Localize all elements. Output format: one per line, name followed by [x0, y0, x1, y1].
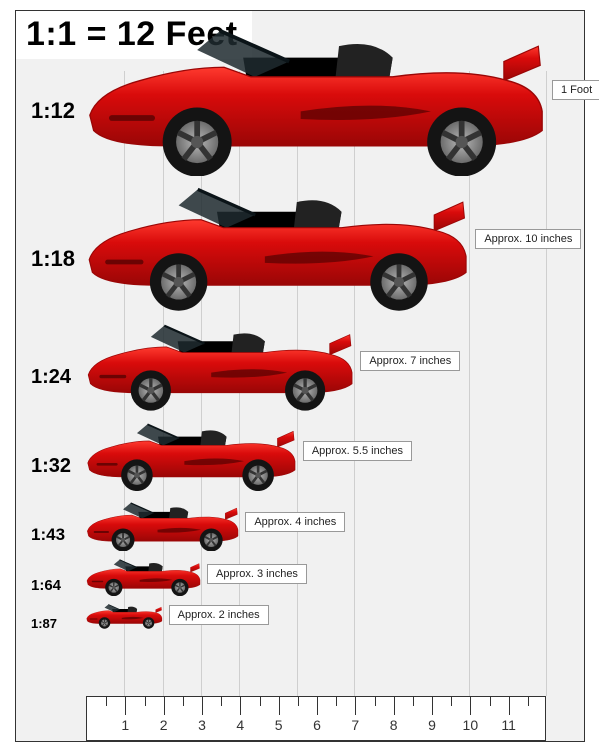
ruler-tick-minor — [145, 697, 146, 706]
ruler-tick-label: 10 — [463, 717, 479, 733]
size-badge: Approx. 5.5 inches — [303, 441, 412, 461]
ruler-tick-minor — [260, 697, 261, 706]
ruler-tick-minor — [490, 697, 491, 706]
ruler-tick-major — [394, 697, 395, 715]
ruler-tick-label: 2 — [160, 717, 168, 733]
scale-label: 1:87 — [31, 616, 57, 631]
scale-label: 1:32 — [31, 455, 71, 478]
ruler-tick-major — [470, 697, 471, 715]
ruler-tick-major — [279, 697, 280, 715]
size-badge: Approx. 4 inches — [245, 512, 345, 532]
ruler-tick-minor — [336, 697, 337, 706]
ruler-tick-minor — [298, 697, 299, 706]
car-icon — [86, 4, 546, 177]
scale-label: 1:12 — [31, 98, 75, 124]
ruler-tick-label: 3 — [198, 717, 206, 733]
ruler-tick-label: 7 — [351, 717, 359, 733]
size-badge: Approx. 3 inches — [207, 564, 307, 584]
ruler-tick-major — [432, 697, 433, 715]
ruler-tick-major — [355, 697, 356, 715]
ruler-tick-major — [509, 697, 510, 715]
ruler-tick-label: 5 — [275, 717, 283, 733]
ruler-tick-minor — [528, 697, 529, 706]
ruler-tick-minor — [106, 697, 107, 706]
ruler-tick-label: 9 — [428, 717, 436, 733]
size-badge: 1 Foot — [552, 80, 599, 100]
scale-label: 1:24 — [31, 366, 71, 389]
scale-label: 1:43 — [31, 525, 65, 545]
ruler-tick-major — [240, 697, 241, 715]
size-badge: Approx. 2 inches — [169, 605, 269, 625]
ruler-tick-major — [202, 697, 203, 715]
chart-panel: 1:1 = 12 Feet — [15, 10, 585, 742]
car-icon — [86, 167, 469, 311]
ruler-tick-major — [317, 697, 318, 715]
ruler-tick-label: 6 — [313, 717, 321, 733]
ruler-tick-minor — [451, 697, 452, 706]
ruler-tick-major — [125, 697, 126, 715]
ruler-tick-label: 8 — [390, 717, 398, 733]
car-icon — [86, 412, 297, 491]
scale-chart: 1:1 = 12 Feet — [0, 0, 599, 754]
car-icon — [86, 494, 239, 552]
car-icon — [86, 310, 354, 411]
ruler-tick-minor — [183, 697, 184, 706]
ruler-tick-major — [164, 697, 165, 715]
ruler-tick-label: 1 — [121, 717, 129, 733]
scale-label: 1:18 — [31, 246, 75, 272]
ruler-tick-minor — [221, 697, 222, 706]
chart-stage: 1 Foot Ap — [86, 71, 546, 741]
ruler-tick-label: 11 — [501, 717, 516, 733]
size-badge: Approx. 7 inches — [360, 351, 460, 371]
ruler-tick-minor — [375, 697, 376, 706]
car-icon — [86, 600, 163, 629]
gridline — [546, 71, 547, 696]
ruler-tick-minor — [413, 697, 414, 706]
car-icon — [86, 553, 201, 596]
ruler-tick-label: 4 — [236, 717, 244, 733]
scale-label: 1:64 — [31, 577, 61, 594]
size-badge: Approx. 10 inches — [475, 229, 581, 249]
ruler: 1 2 3 4 5 6 7 8 9 10 11 — [86, 696, 546, 741]
